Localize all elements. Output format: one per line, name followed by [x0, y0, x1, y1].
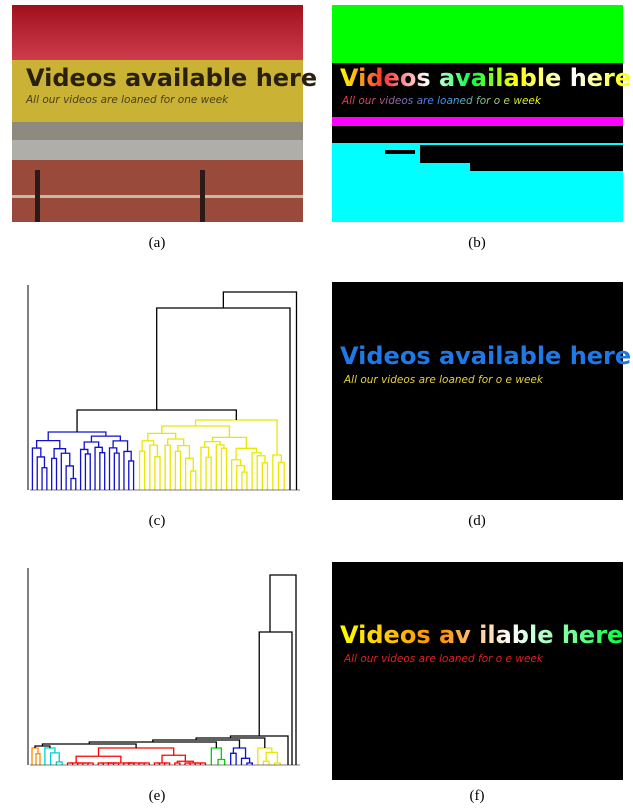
dendrogram-link — [155, 457, 160, 490]
dendrogram-link — [89, 742, 216, 748]
dendrogram-link — [77, 410, 236, 432]
dendrogram-link — [114, 453, 119, 490]
dendrogram-link — [110, 448, 117, 490]
dendrogram-link — [162, 426, 230, 437]
dendrogram-link — [45, 748, 55, 765]
dendrogram-link — [191, 471, 196, 490]
dendrogram-e — [28, 568, 300, 765]
dendrogram-link — [201, 447, 209, 490]
dendrogram-link — [259, 632, 292, 765]
sign-subtitle: All our videos are loaned for o e week — [343, 653, 544, 665]
dendrogram-link — [153, 740, 240, 748]
sign-title: Videos available here — [26, 64, 317, 92]
dendrogram-link — [76, 756, 121, 763]
dendrogram-link — [258, 748, 272, 765]
sign-title: Videos av ilable here — [340, 621, 623, 649]
dendrogram-link — [165, 445, 170, 490]
dendrogram-link — [100, 453, 105, 490]
dendrogram-link — [124, 451, 131, 490]
caption: (e) — [149, 788, 166, 804]
dendrogram-link — [150, 445, 158, 490]
figure: Videos available here All our videos are… — [0, 0, 633, 810]
caption: (c) — [149, 513, 166, 529]
dendrogram-link — [56, 762, 62, 765]
segment-d: Videos available here All our videos are… — [332, 282, 631, 500]
dendrogram-link — [37, 457, 44, 490]
dendrogram-link — [216, 445, 224, 490]
caption: (d) — [468, 513, 486, 529]
caption: (b) — [468, 235, 486, 251]
sign-title: Videos available here — [340, 342, 631, 370]
dendrogram-link — [36, 754, 40, 765]
dendrogram-link — [211, 748, 221, 765]
dendrogram-link — [186, 458, 194, 490]
dendrogram-link — [263, 761, 269, 765]
dendrogram-link — [142, 441, 154, 451]
sign-title: Videos available here — [340, 64, 631, 92]
dendrogram-link — [157, 308, 290, 490]
dendrogram-link — [262, 463, 267, 490]
caption: (f) — [470, 788, 485, 804]
dendrogram-link — [242, 758, 250, 765]
sign-subtitle: All our videos are loaned for o e week — [341, 95, 542, 107]
dendrogram-link — [95, 447, 102, 490]
dendrogram-link — [32, 748, 38, 765]
dendrogram-link — [273, 455, 282, 490]
dendrogram-link — [231, 753, 236, 765]
dendrogram-link — [236, 448, 256, 459]
dendrogram-link — [52, 458, 57, 490]
segmentation-b: Videos available here All our videos are… — [332, 5, 631, 222]
dendrogram-link — [71, 479, 76, 490]
dendrogram-link — [218, 760, 225, 765]
dendrogram-link — [206, 457, 211, 490]
dendrogram-link — [85, 454, 90, 490]
dendrogram-link — [51, 753, 60, 765]
segment-f: Videos av ilable here All our videos are… — [332, 562, 623, 780]
dendrogram-link — [242, 472, 247, 490]
dendrogram-link — [42, 468, 47, 490]
dendrogram-link — [81, 449, 88, 490]
dendrogram-link — [257, 456, 265, 490]
caption: (a) — [149, 235, 166, 251]
dendrogram-link — [279, 463, 285, 490]
dendrogram-link — [212, 437, 246, 448]
dendrogram-link — [237, 466, 245, 490]
sign-subtitle: All our videos are loaned for one week — [25, 94, 229, 106]
page: Videos available here All our videos are… — [0, 0, 633, 810]
dendrogram-link — [129, 461, 134, 490]
dendrogram-c — [28, 285, 300, 490]
dendrogram-link — [84, 442, 98, 449]
dendrogram-link — [175, 451, 180, 490]
sign-subtitle: All our videos are loaned for o e week — [343, 374, 544, 386]
dendrogram-link — [140, 451, 145, 490]
dendrogram-link — [221, 448, 226, 490]
dendrogram-link — [113, 441, 127, 452]
photo-a: Videos available here All our videos are… — [12, 5, 317, 222]
